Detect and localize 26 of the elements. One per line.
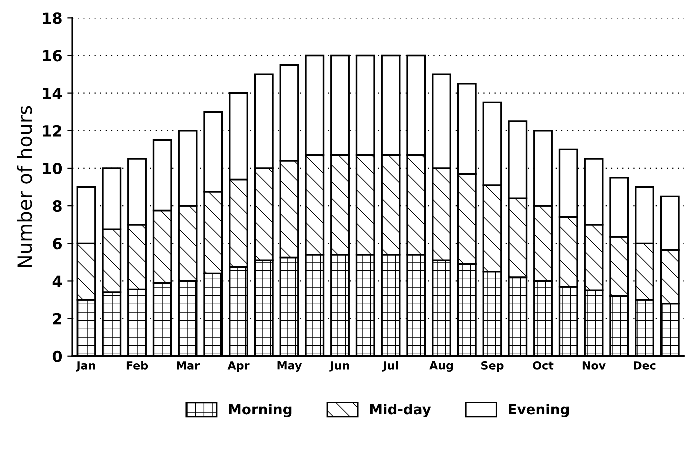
x-tick-label: Sep [482, 361, 504, 372]
x-tick-label: Apr [228, 362, 250, 372]
x-tick-label: May [278, 362, 302, 372]
y-tick-label: 16 [43, 50, 62, 62]
y-tick-label: 0 [52, 350, 62, 362]
y-tick-label: 14 [43, 88, 62, 100]
y-tick-label: 8 [53, 200, 62, 212]
x-tick-label: Nov [582, 362, 606, 370]
y-tick-label: 18 [43, 12, 62, 24]
x-tick-label: Aug [430, 362, 454, 372]
x-tick-label: Dec [634, 362, 656, 370]
x-tick-label: Mar [177, 362, 200, 370]
x-tick-label: Oct [533, 361, 554, 370]
legend-label: Mid-day [370, 404, 432, 418]
x-tick-label: Feb [126, 361, 148, 370]
x-tick-label: Jul [382, 361, 398, 372]
y-tick-label: 10 [43, 162, 62, 175]
legend-label: Evening [509, 404, 570, 418]
y-tick-label: 4 [52, 276, 62, 288]
x-tick-label: Jun [330, 362, 350, 372]
legend-label: Morning [229, 404, 292, 418]
y-tick-label: 12 [43, 125, 62, 137]
x-tick-label: Jan [76, 362, 96, 372]
y-tick-label: 6 [53, 238, 62, 250]
y-axis-title: Number of hours [17, 106, 32, 268]
y-tick-label: 2 [53, 313, 62, 325]
